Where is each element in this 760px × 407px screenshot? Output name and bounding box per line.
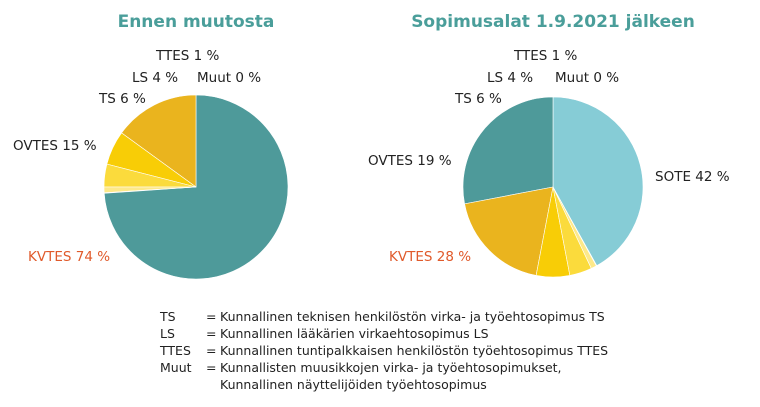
- slice-label-ttes: TTES 1 %: [155, 48, 220, 64]
- chart-title: Sopimusalat 1.9.2021 jälkeen: [411, 12, 695, 32]
- chart-title: Ennen muutosta: [118, 12, 275, 32]
- slice-label-muut: Muut 0 %: [197, 70, 261, 86]
- figure: Ennen muutosta KVTES 74 % OVTES 15 % TS 6 %…: [13, 12, 730, 280]
- legend-abbr: Muut: [160, 360, 192, 375]
- legend-row: Muut = Kunnallisten muusikkojen virka- ja …: [160, 359, 608, 393]
- slice-label-ovtes: OVTES 15 %: [13, 138, 97, 154]
- legend-description: Kunnallinen tuntipalkkaisen henkilöstön …: [220, 343, 609, 358]
- legend-description: Kunnallisten muusikkojen virka- ja työeh…: [220, 360, 562, 392]
- legend-row: TS = Kunnallinen teknisen henkilöstön virk…: [160, 308, 608, 325]
- slice-label-kvtes: KVTES 28 %: [389, 249, 471, 265]
- pie-slice-sote: [552, 96, 644, 267]
- slice-label-ovtes: OVTES 19 %: [368, 153, 452, 169]
- legend-row: TTES = Kunnallinen tuntipalkkaisen henkilö…: [160, 342, 608, 359]
- slice-label-ls: LS 4 %: [132, 70, 178, 86]
- legend: TS = Kunnallinen teknisen henkilöstön virk…: [160, 308, 608, 393]
- legend-description: Kunnallinen lääkärien virkaehtosopimus L…: [220, 326, 489, 341]
- slice-label-ls: LS 4 %: [487, 70, 533, 86]
- slice-label-muut: Muut 0 %: [555, 70, 619, 86]
- pie-chart-before: Ennen muutosta KVTES 74 % OVTES 15 % TS 6 %…: [13, 12, 289, 280]
- legend-equals: =: [206, 343, 217, 358]
- legend-abbr: TTES: [160, 343, 191, 358]
- slice-label-sote: SOTE 42 %: [655, 169, 730, 185]
- legend-description: Kunnallinen teknisen henkilöstön virka- …: [220, 309, 605, 324]
- slice-label-ts: TS 6 %: [98, 91, 146, 107]
- legend-equals: =: [206, 309, 217, 324]
- legend-abbr: TS: [160, 309, 176, 324]
- pie-slice-ovtes: [464, 186, 554, 276]
- pie-slice-muut: [552, 186, 598, 267]
- legend-abbr: LS: [160, 326, 175, 341]
- pie-slice-ovtes: [121, 94, 197, 188]
- pie-slice-kvtes: [462, 96, 554, 205]
- slice-label-kvtes: KVTES 74 %: [28, 249, 110, 265]
- pie-slice-muut: [103, 186, 197, 194]
- slice-label-ttes: TTES 1 %: [513, 48, 578, 64]
- legend-row: LS = Kunnallinen lääkärien virkaehtosopimu…: [160, 325, 608, 342]
- slice-label-ts: TS 6 %: [454, 91, 502, 107]
- legend-equals: =: [206, 360, 217, 375]
- pie-chart-after: Sopimusalat 1.9.2021 jälkeen SOTE 42 % KVT…: [368, 12, 730, 278]
- legend-equals: =: [206, 326, 217, 341]
